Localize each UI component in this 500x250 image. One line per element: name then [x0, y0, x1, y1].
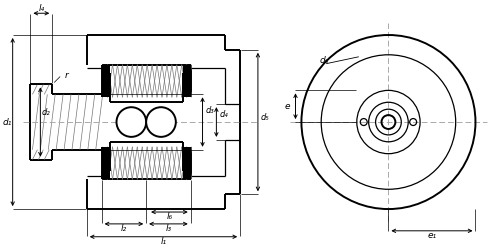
Circle shape [116, 107, 146, 137]
Text: d₁: d₁ [3, 118, 13, 126]
Text: d₆: d₆ [319, 56, 328, 65]
Text: d₃: d₃ [206, 106, 214, 115]
Polygon shape [183, 65, 190, 97]
Text: r: r [64, 71, 68, 80]
Polygon shape [102, 147, 110, 180]
Polygon shape [102, 65, 110, 97]
Text: d₄: d₄ [220, 110, 228, 118]
Circle shape [146, 107, 176, 137]
Text: d₅: d₅ [261, 112, 270, 122]
Text: l₂: l₂ [121, 224, 127, 233]
Text: l₃: l₃ [166, 224, 172, 233]
Text: l₄: l₄ [38, 4, 44, 13]
Text: e: e [285, 102, 290, 111]
Text: l₆: l₆ [166, 212, 172, 222]
Text: e₁: e₁ [428, 231, 436, 240]
Text: d₂: d₂ [42, 108, 50, 117]
Polygon shape [183, 147, 190, 180]
Text: l₁: l₁ [160, 237, 166, 246]
